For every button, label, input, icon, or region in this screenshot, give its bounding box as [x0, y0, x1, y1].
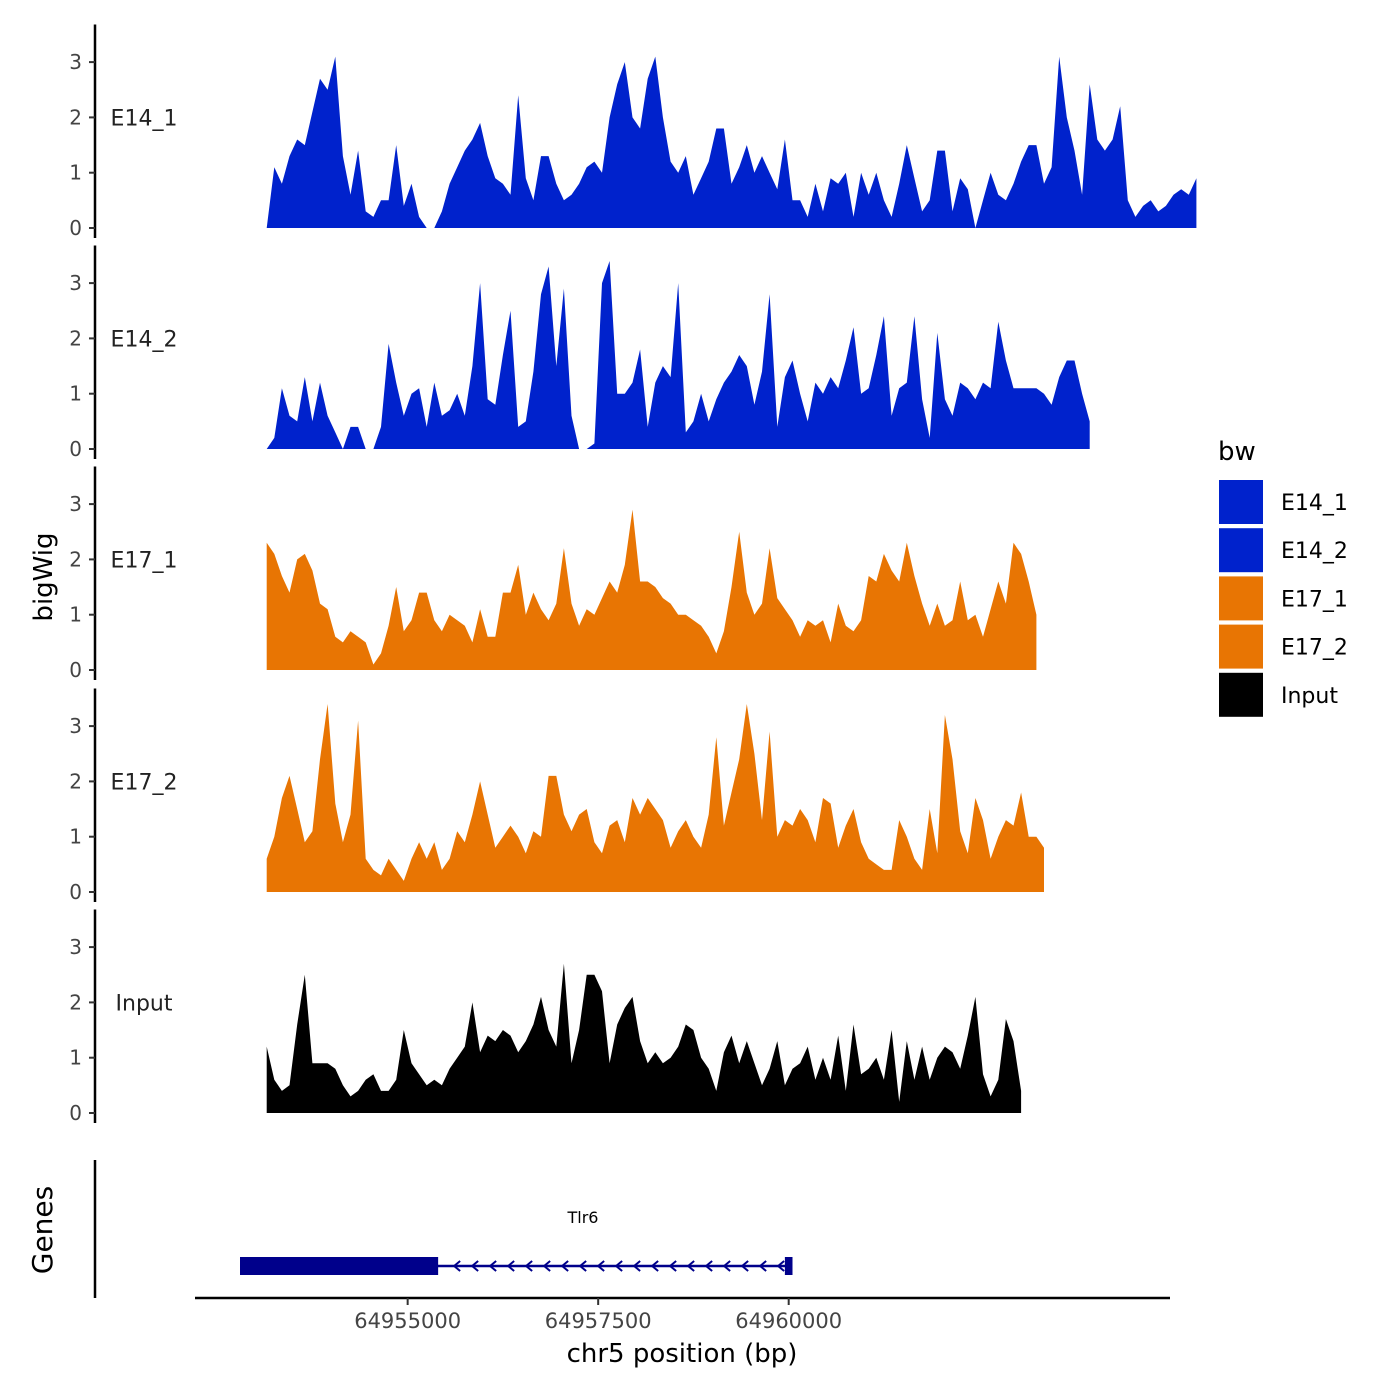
y-tick-label: 2	[69, 326, 82, 350]
track-E14_2: 0 1 2 3 E14_2	[69, 245, 1090, 461]
strand-arrow	[596, 1260, 605, 1272]
strand-arrow	[524, 1260, 533, 1272]
bigwig-tracks: 0 1 2 3 E14_1 0 1 2 3 E14_2 0 1 2 3 E17_1 0 1 2 3 E17_2 0 1 2 3…	[69, 24, 1197, 1125]
gene-model	[240, 1257, 793, 1275]
strand-arrow	[542, 1260, 551, 1272]
track-Input: 0 1 2 3 Input	[69, 909, 1022, 1125]
strand-arrow	[686, 1260, 695, 1272]
y-tick-label: 1	[69, 603, 82, 627]
gene-exon	[784, 1257, 793, 1275]
genes-axis-label: Genes	[26, 1186, 59, 1274]
legend-label: Input	[1281, 684, 1338, 709]
y-tick-label: 1	[69, 1046, 82, 1070]
legend-label: E17_2	[1281, 636, 1348, 661]
y-tick-label: 1	[69, 382, 82, 406]
coverage-area-E14_2	[266, 261, 1090, 449]
track-label: Input	[116, 991, 173, 1016]
y-tick-label: 2	[69, 547, 82, 571]
strand-arrow	[452, 1260, 461, 1272]
y-tick-label: 0	[69, 216, 82, 240]
y-tick-label: 3	[69, 492, 82, 516]
legend-swatch	[1219, 576, 1263, 621]
legend-swatch	[1219, 480, 1263, 524]
legend-label: E14_1	[1281, 491, 1348, 516]
strand-arrow	[506, 1260, 515, 1272]
coverage-area-E14_1	[266, 56, 1197, 228]
y-axis-title: bigWig	[29, 532, 59, 621]
track-E17_1: 0 1 2 3 E17_1	[69, 466, 1037, 682]
strand-arrow	[758, 1260, 767, 1272]
y-tick-label: 3	[69, 935, 82, 959]
strand-arrow	[614, 1260, 623, 1272]
y-tick-label: 2	[69, 105, 82, 129]
strand-arrow	[704, 1260, 713, 1272]
x-axis: 64955000 64957500 64960000 chr5 position (…	[195, 1296, 1170, 1369]
y-tick-label: 1	[69, 825, 82, 849]
gene-name-label: Tlr6	[567, 1208, 599, 1227]
y-tick-label: 2	[69, 769, 82, 793]
legend-swatch	[1219, 528, 1263, 573]
gene-exon	[240, 1257, 439, 1275]
y-tick-label: 0	[69, 437, 82, 461]
strand-arrow	[488, 1260, 497, 1272]
y-tick-label: 0	[69, 880, 82, 904]
x-tick-label: 64955000	[354, 1309, 461, 1333]
strand-arrow	[740, 1260, 749, 1272]
strand-arrow	[776, 1260, 785, 1272]
coverage-area-Input	[266, 963, 1022, 1113]
strand-arrow	[722, 1260, 731, 1272]
track-label: E17_2	[111, 770, 178, 795]
strand-arrow	[560, 1260, 569, 1272]
legend-title: bw	[1218, 437, 1256, 467]
legend-swatch	[1219, 672, 1263, 717]
track-E14_1: 0 1 2 3 E14_1	[69, 24, 1197, 240]
strand-arrow	[668, 1260, 677, 1272]
track-label: E17_1	[111, 548, 178, 573]
x-tick-label: 64957500	[545, 1309, 652, 1333]
track-label: E14_2	[111, 327, 178, 352]
legend: bw E14_1 E14_2 E17_1 E17_2 Input	[1218, 437, 1348, 717]
legend-swatch	[1219, 624, 1263, 669]
coverage-area-E17_1	[266, 509, 1037, 670]
y-tick-label: 2	[69, 990, 82, 1014]
strand-arrow	[470, 1260, 479, 1272]
y-tick-label: 0	[69, 1101, 82, 1125]
y-tick-label: 3	[69, 50, 82, 74]
y-tick-label: 1	[69, 161, 82, 185]
strand-arrow	[578, 1260, 587, 1272]
y-tick-label: 0	[69, 658, 82, 682]
x-axis-title: chr5 position (bp)	[567, 1339, 798, 1369]
legend-label: E14_2	[1281, 539, 1348, 564]
strand-arrow	[650, 1260, 659, 1272]
legend-items: E14_1 E14_2 E17_1 E17_2 Input	[1219, 480, 1348, 717]
x-ticks: 64955000 64957500 64960000	[354, 1298, 842, 1333]
x-tick-label: 64960000	[735, 1309, 842, 1333]
genes-panel: Genes Tlr6	[26, 1160, 793, 1298]
y-tick-label: 3	[69, 714, 82, 738]
y-tick-label: 3	[69, 271, 82, 295]
track-label: E14_1	[111, 106, 178, 131]
track-E17_2: 0 1 2 3 E17_2	[69, 688, 1044, 904]
legend-label: E17_1	[1281, 587, 1348, 612]
strand-arrow	[632, 1260, 641, 1272]
coverage-area-E17_2	[266, 704, 1044, 892]
